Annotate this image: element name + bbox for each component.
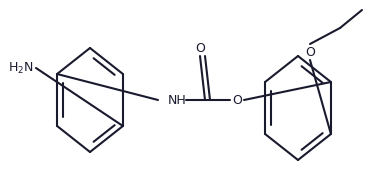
Text: H$_2$N: H$_2$N: [8, 60, 33, 76]
Text: NH: NH: [168, 94, 187, 107]
Text: O: O: [195, 41, 205, 54]
Text: O: O: [232, 94, 242, 107]
Text: O: O: [305, 46, 315, 59]
